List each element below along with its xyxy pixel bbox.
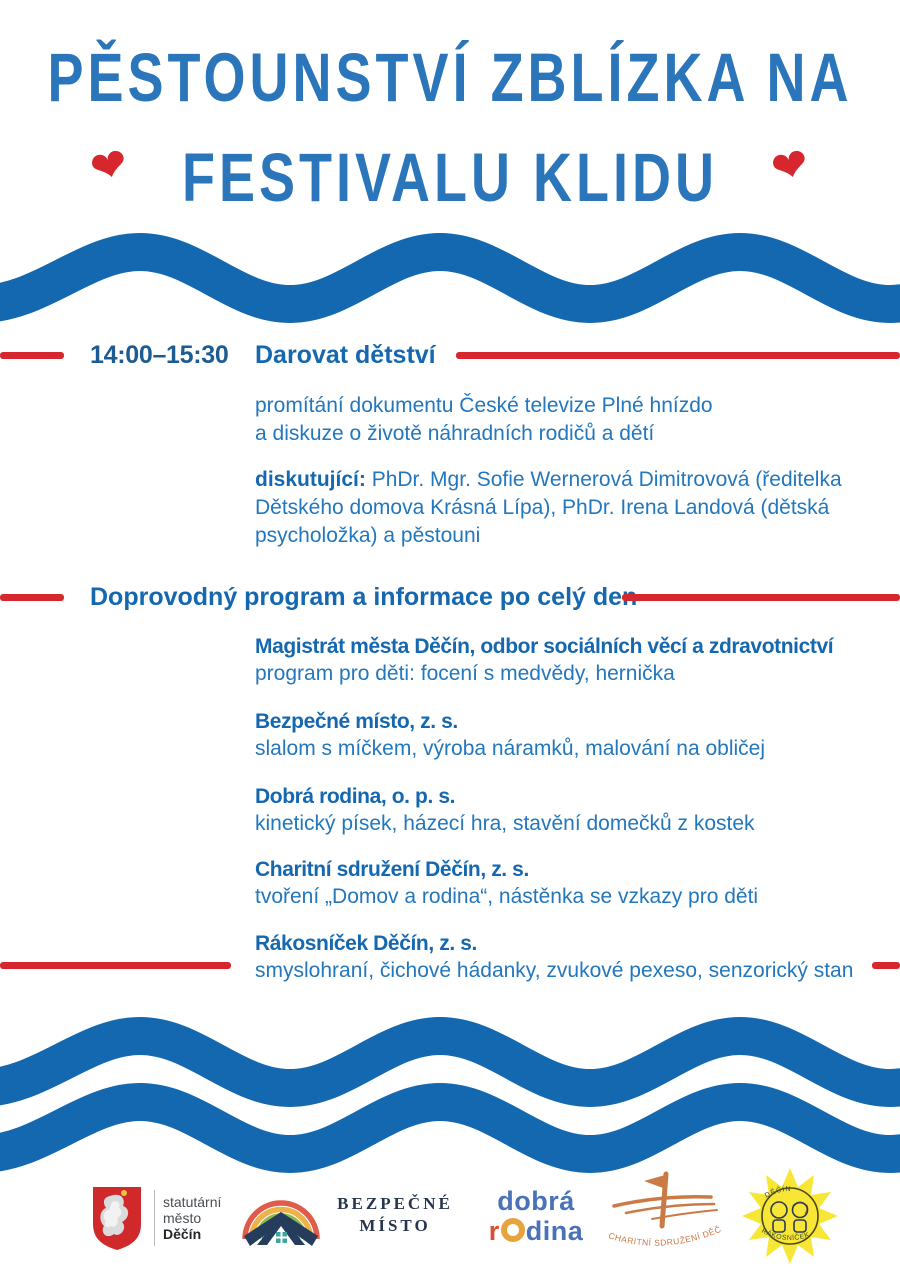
bm-word1: BEZPEČNÉ [337,1194,453,1213]
red-rule-left [0,352,64,359]
event-description-line1: promítání dokumentu České televize Plné … [255,394,713,417]
dr-letter-r: r [488,1216,500,1246]
page-title-line2: FESTIVALU KLIDU [182,139,718,217]
event-description: promítání dokumentu České televize Plné … [255,392,713,448]
program-entry: Rákosníček Děčín, z. s. smyslohraní, čic… [255,930,900,984]
wave-divider-top [0,232,900,324]
sunburst-icon: DĚČÍN RÁKOSNÍČEK [742,1168,838,1264]
program-heading: Doprovodný program a informace po celý d… [90,583,638,611]
program-entry: Bezpečné místo, z. s. slalom s míčkem, v… [255,708,900,762]
speakers-label: diskutující: [255,468,366,491]
heart-icon: ❤ [766,138,815,195]
decin-text-line2: město [163,1210,202,1226]
entry-org: Dobrá rodina, o. p. s. [255,785,456,808]
logo-divider [154,1190,155,1246]
dr-line1: dobrá [497,1186,575,1216]
speakers-text: PhDr. Mgr. Sofie Wernerová Dimitrovová (… [255,468,842,547]
entry-org: Charitní sdružení Děčín, z. s. [255,858,529,881]
page-title-line1: PĚSTOUNSTVÍ ZBLÍZKA NA [47,39,853,117]
entry-desc: slalom s míčkem, výroba náramků, malován… [255,737,766,760]
program-entry: Dobrá rodina, o. p. s. kinetický písek, … [255,783,900,837]
dobra-rodina-logo: dobrá r dina [472,1186,600,1246]
bm-word2: MÍSTO [359,1216,431,1235]
event-time: 14:00–15:30 [90,341,229,369]
entry-org: Bezpečné místo, z. s. [255,710,458,733]
dr-line2: r dina [472,1216,600,1246]
decin-logo-text: statutární město Děčín [163,1194,221,1242]
program-entry: Charitní sdružení Děčín, z. s. tvoření „… [255,856,900,910]
red-rule-left [0,594,64,601]
red-rule-right [872,962,900,969]
bezpecne-misto-logo-text: BEZPEČNÉ MÍSTO [328,1193,462,1237]
entry-org: Rákosníček Děčín, z. s. [255,932,477,955]
decin-city-logo: statutární město Děčín [90,1184,221,1252]
entry-desc: smyslohraní, čichové hádanky, zvukové pe… [255,959,854,982]
speakers-paragraph: diskutující: PhDr. Mgr. Sofie Wernerová … [255,466,883,550]
entry-org: Magistrát města Děčín, odbor sociálních … [255,635,834,658]
entry-desc: tvoření „Domov a rodina“, nástěnka se vz… [255,885,759,908]
title-row2: ❤ FESTIVALU KLIDU ❤ [0,128,900,216]
decin-shield-icon [93,1187,141,1250]
entry-desc: program pro děti: focení s medvědy, hern… [255,662,675,685]
decin-text-line3: Děčín [163,1226,202,1242]
title-block: PĚSTOUNSTVÍ ZBLÍZKA NA ❤ FESTIVALU KLIDU… [0,28,900,217]
rainbow-house-icon [242,1200,320,1246]
dr-rest: dina [525,1216,584,1246]
event-title: Darovat dětství [255,341,436,369]
decin-text-line1: statutární [163,1194,222,1210]
heart-icon: ❤ [85,138,134,195]
red-rule-right [456,352,900,359]
wave-divider-bottom [0,1016,900,1174]
program-entry: Magistrát města Děčín, odbor sociálních … [255,633,900,687]
event-description-line2: a diskuze o životě náhradních rodičů a d… [255,422,655,445]
charita-cross-icon: CHARITNÍ SDRUŽENÍ DĚČÍN z.s. [598,1168,722,1248]
ring-icon [500,1218,525,1242]
red-rule-right [622,594,900,601]
red-rule-left [0,962,231,969]
entry-desc: kinetický písek, házecí hra, stavění dom… [255,812,755,835]
